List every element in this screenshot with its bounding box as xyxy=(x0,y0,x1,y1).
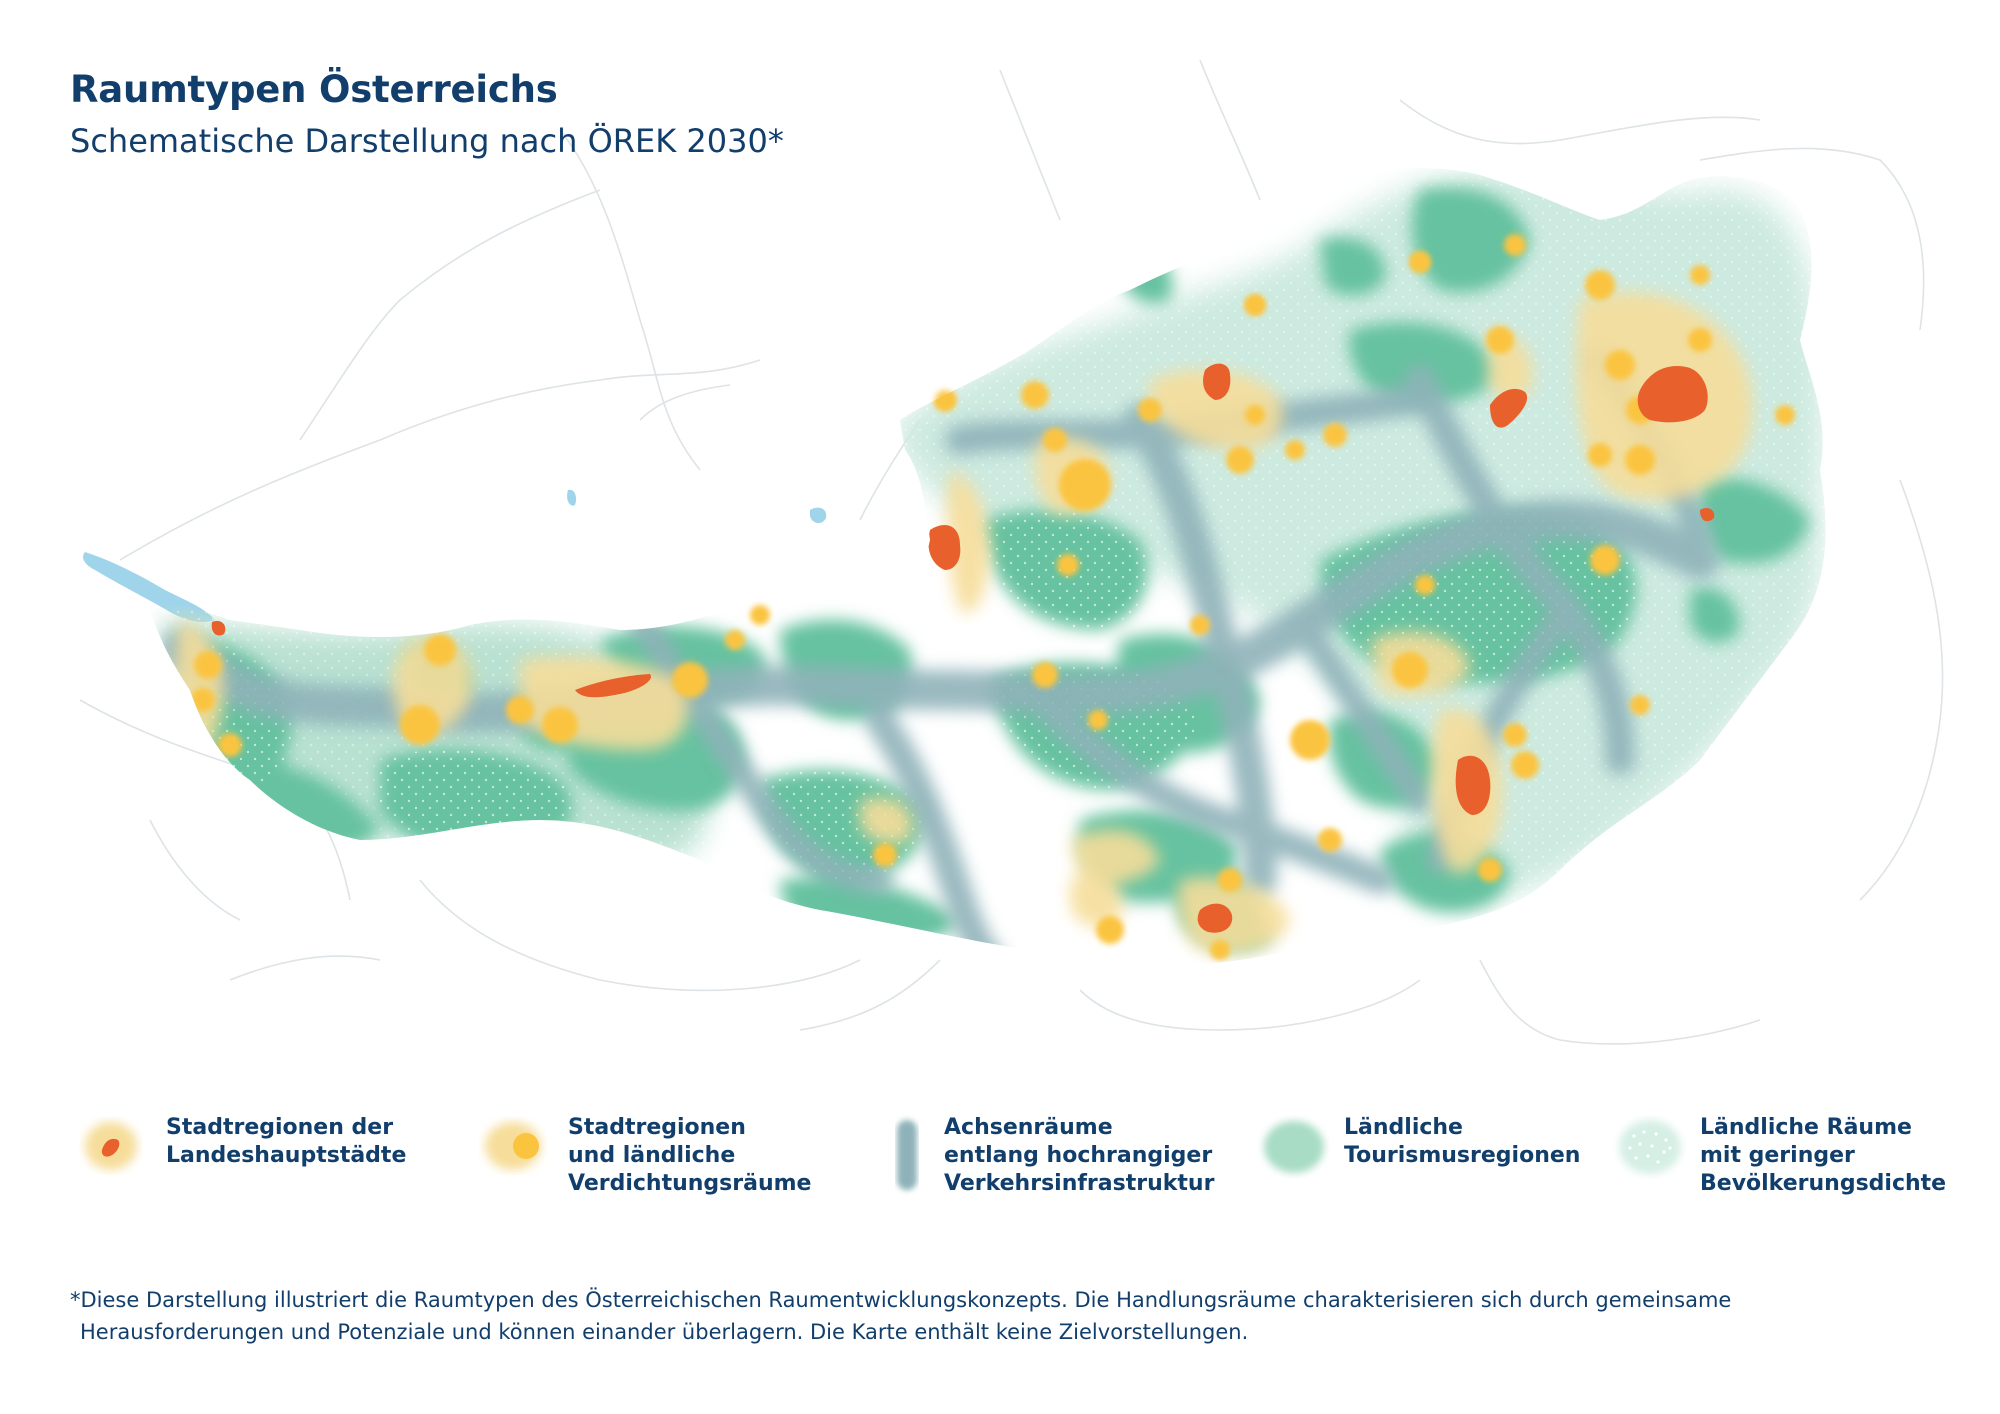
lake-small-1 xyxy=(810,507,827,524)
urban-region xyxy=(1059,459,1111,511)
urban-region xyxy=(1190,615,1210,635)
urban-region xyxy=(1392,652,1428,688)
urban-region xyxy=(1057,554,1079,576)
urban-region xyxy=(1290,720,1330,760)
urban-region xyxy=(725,630,745,650)
urban-region xyxy=(1630,695,1650,715)
urban-region xyxy=(1504,234,1526,256)
tourism-swatch xyxy=(1264,1121,1324,1173)
urban-region xyxy=(218,733,242,757)
urban-region xyxy=(1245,405,1265,425)
legend-label-urban: Stadtregionen und ländliche Verdichtungs… xyxy=(568,1115,812,1196)
urban-region xyxy=(1138,398,1162,422)
urban-region xyxy=(1688,328,1712,352)
urban-region-swatch xyxy=(485,1122,541,1170)
urban-region xyxy=(750,605,770,625)
urban-region xyxy=(1590,545,1620,575)
urban-region xyxy=(1588,443,1612,467)
low-density-swatch xyxy=(1619,1120,1681,1174)
urban-region xyxy=(1021,381,1049,409)
urban-region xyxy=(1032,662,1058,688)
urban-region xyxy=(1318,828,1342,852)
context-lines xyxy=(79,59,1944,1045)
urban-region xyxy=(1096,916,1124,944)
capital-eisenstadt xyxy=(1700,507,1715,522)
urban-region xyxy=(1210,940,1230,960)
urban-region xyxy=(1775,405,1795,425)
urban-region xyxy=(1043,428,1067,452)
urban-region xyxy=(506,696,534,724)
capital-wien xyxy=(1637,366,1708,423)
legend-label-capital: Stadtregionen der Landeshauptstädte xyxy=(166,1115,407,1168)
footnote-line-1: *Diese Darstellung illustriert die Raumt… xyxy=(70,1288,1732,1312)
urban-region xyxy=(542,707,578,743)
urban-regions xyxy=(191,234,1795,960)
urban-region xyxy=(1511,751,1539,779)
capital-innsbruck xyxy=(575,674,651,698)
urban-region xyxy=(1088,710,1108,730)
urban-region xyxy=(1478,858,1502,882)
urban-region xyxy=(1486,326,1514,354)
capital-graz xyxy=(1455,755,1491,815)
urban-region xyxy=(424,634,456,666)
capital-linz xyxy=(1203,363,1231,400)
lake-small-2 xyxy=(567,489,577,506)
urban-region xyxy=(1605,350,1635,380)
capital-klagenfurt xyxy=(1197,903,1233,933)
urban-region xyxy=(1218,868,1242,892)
footnote-line-2: Herausforderungen und Potenziale und kön… xyxy=(80,1320,1249,1344)
urban-region xyxy=(194,651,222,679)
capital-salzburg xyxy=(928,525,961,570)
page-subtitle: Schematische Darstellung nach ÖREK 2030* xyxy=(70,122,784,160)
urban-region xyxy=(191,688,215,712)
legend-label-corridor: Achsenräume entlang hochrangiger Verkehr… xyxy=(944,1115,1215,1196)
urban-region xyxy=(400,705,440,745)
legend: Stadtregionen der Landeshauptstädte Stad… xyxy=(0,1110,2000,1230)
urban-region xyxy=(1690,265,1710,285)
capital-regions xyxy=(211,363,1715,933)
urban-region xyxy=(1226,446,1254,474)
urban-region xyxy=(1585,270,1615,300)
urban-region xyxy=(1415,575,1435,595)
outer-urban-spots xyxy=(935,252,1430,410)
capital-region-swatch xyxy=(85,1122,137,1170)
urban-region xyxy=(1323,423,1347,447)
urban-region xyxy=(873,843,897,867)
lake-bodensee xyxy=(83,552,215,623)
corridor-swatch xyxy=(897,1120,917,1190)
urban-region xyxy=(672,662,708,698)
capital-bregenz xyxy=(211,620,226,636)
tourism-dots xyxy=(187,509,1637,880)
page-title: Raumtypen Österreichs xyxy=(70,68,558,111)
urban-region xyxy=(1625,445,1655,475)
urban-region xyxy=(1503,723,1527,747)
urban-region xyxy=(1285,440,1305,460)
footnote: *Diese Darstellung illustriert die Raumt… xyxy=(70,1284,1930,1348)
capital-st-poelten xyxy=(1490,388,1528,428)
legend-label-lowdensity: Ländliche Räume mit geringer Bevölkerung… xyxy=(1700,1115,1947,1196)
legend-label-tourism: Ländliche Tourismusregionen xyxy=(1344,1115,1581,1168)
